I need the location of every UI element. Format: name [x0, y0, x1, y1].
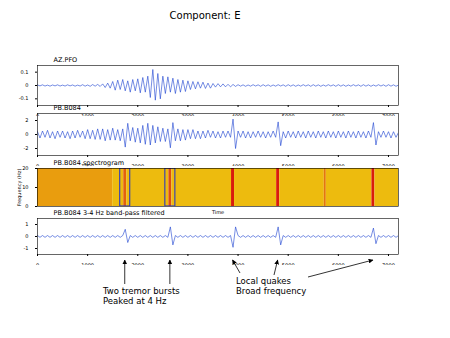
- svg-text:2000: 2000: [131, 262, 144, 265]
- svg-text:PB.B084 spectrogram: PB.B084 spectrogram: [54, 159, 125, 167]
- svg-text:10: 10: [22, 184, 28, 190]
- svg-text:1: 1: [25, 221, 28, 227]
- svg-text:0: 0: [25, 203, 28, 209]
- svg-text:0: 0: [36, 262, 39, 265]
- svg-text:PB.B084 3-4 Hz band-pass filte: PB.B084 3-4 Hz band-pass filtered: [54, 209, 165, 217]
- html-text:Component: E: Component: E: [169, 10, 241, 21]
- svg-text:3000: 3000: [182, 262, 195, 265]
- svg-text:-2: -2: [24, 145, 29, 151]
- svg-text:0: 0: [25, 82, 28, 88]
- svg-text:4000: 4000: [232, 262, 245, 265]
- svg-text:Peaked at 4 Hz: Peaked at 4 Hz: [103, 296, 167, 306]
- svg-text:6000: 6000: [332, 262, 345, 265]
- svg-text:7000: 7000: [382, 163, 395, 166]
- svg-text:-1: -1: [24, 245, 29, 251]
- svg-text:Broad frequency: Broad frequency: [236, 286, 306, 296]
- svg-text:20: 20: [22, 165, 28, 171]
- svg-text:3000: 3000: [182, 163, 195, 166]
- svg-text:0: 0: [25, 233, 28, 239]
- svg-text:4000: 4000: [232, 163, 245, 166]
- svg-text:AZ.PFO: AZ.PFO: [54, 56, 78, 64]
- svg-text:Time: Time: [211, 209, 224, 215]
- svg-text:0: 0: [25, 131, 28, 137]
- svg-text:0: 0: [36, 163, 39, 166]
- svg-text:5000: 5000: [282, 163, 295, 166]
- svg-text:2: 2: [25, 117, 28, 123]
- svg-text:2000: 2000: [131, 163, 144, 166]
- svg-text:-0.1: -0.1: [19, 95, 29, 101]
- svg-text:1000: 1000: [81, 262, 94, 265]
- svg-text:5000: 5000: [282, 262, 295, 265]
- svg-text:Two tremor bursts: Two tremor bursts: [102, 286, 180, 296]
- svg-text:Frequency (Hz): Frequency (Hz): [16, 169, 23, 207]
- svg-text:6000: 6000: [332, 163, 345, 166]
- svg-text:Local quakes: Local quakes: [236, 276, 292, 286]
- svg-text:PB.B084: PB.B084: [54, 104, 81, 112]
- svg-text:7000: 7000: [382, 262, 395, 265]
- svg-text:0.1: 0.1: [21, 69, 29, 75]
